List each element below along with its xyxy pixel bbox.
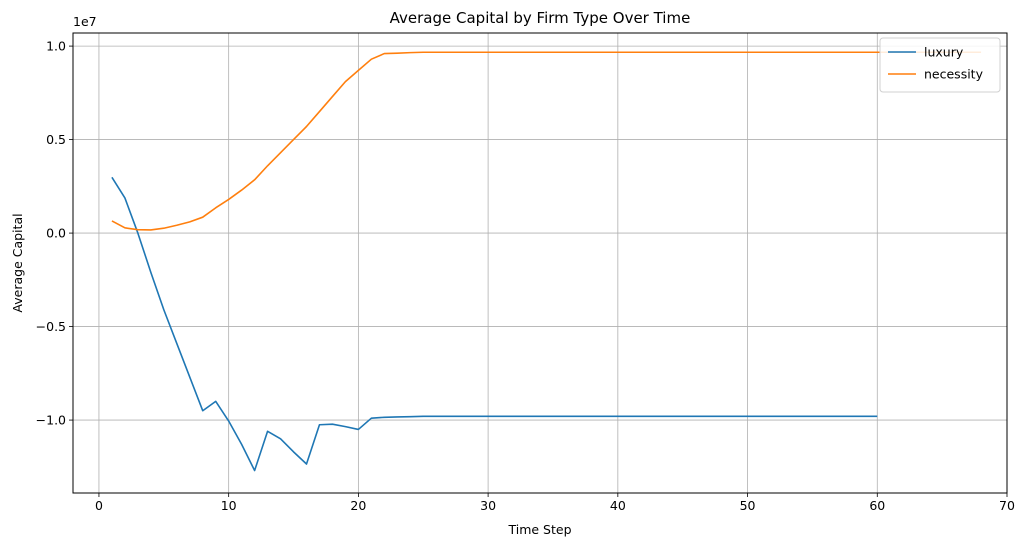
x-tick-label: 70 bbox=[999, 498, 1015, 513]
y-tick-label: 1.0 bbox=[46, 39, 66, 54]
series-lines bbox=[111, 51, 982, 472]
y-tick-label: 0.0 bbox=[46, 226, 66, 241]
series-line-necessity bbox=[111, 51, 982, 231]
y-axis-ticks: −1.0 −0.5 0.0 0.5 1.0 bbox=[36, 39, 73, 428]
y-tick-label: 0.5 bbox=[46, 132, 66, 147]
y-axis-label: Average Capital bbox=[10, 213, 25, 312]
y-tick-label: −1.0 bbox=[36, 413, 66, 428]
series-line-luxury bbox=[111, 176, 878, 472]
plot-frame bbox=[72, 32, 1008, 494]
x-tick-label: 10 bbox=[221, 498, 237, 513]
chart-title: Average Capital by Firm Type Over Time bbox=[390, 9, 691, 27]
x-tick-label: 50 bbox=[740, 498, 756, 513]
legend-label-luxury: luxury bbox=[924, 45, 964, 60]
x-tick-label: 0 bbox=[95, 498, 103, 513]
x-tick-label: 20 bbox=[350, 498, 366, 513]
grid-lines bbox=[73, 33, 1008, 493]
x-tick-label: 40 bbox=[610, 498, 626, 513]
y-axis-multiplier: 1e7 bbox=[73, 14, 97, 29]
legend-label-necessity: necessity bbox=[924, 67, 984, 82]
legend: luxury necessity bbox=[879, 37, 1001, 93]
y-tick-label: −0.5 bbox=[36, 319, 66, 334]
x-axis-ticks: 0 10 20 30 40 50 60 70 bbox=[95, 493, 1015, 513]
x-axis-label: Time Step bbox=[507, 522, 571, 537]
x-tick-label: 30 bbox=[480, 498, 496, 513]
x-tick-label: 60 bbox=[869, 498, 885, 513]
